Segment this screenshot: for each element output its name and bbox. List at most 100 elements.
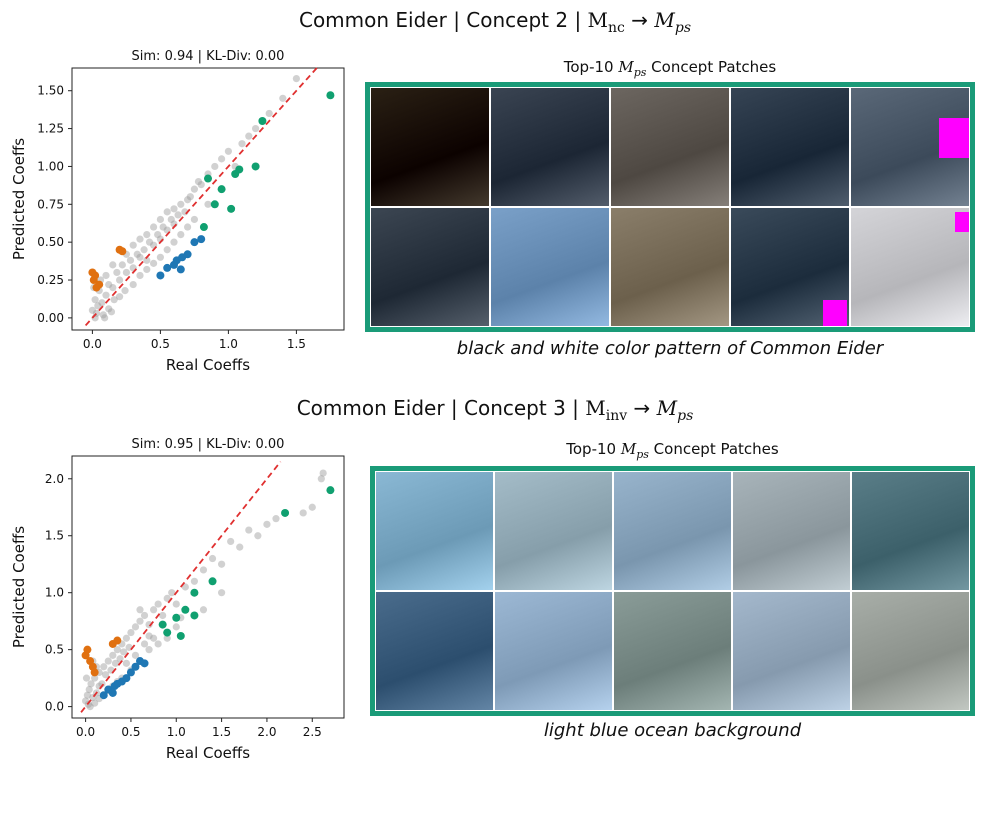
- data-point: [154, 640, 162, 648]
- data-point: [236, 543, 244, 551]
- data-point: [105, 280, 113, 289]
- data-point: [91, 271, 100, 280]
- data-point: [127, 628, 135, 637]
- data-point: [319, 469, 327, 477]
- concept-patch: [730, 207, 850, 327]
- data-point: [204, 200, 212, 208]
- concept-patch: [490, 207, 610, 327]
- data-point: [211, 162, 219, 171]
- x-tick-label: 1.0: [167, 725, 186, 739]
- data-point: [91, 674, 99, 682]
- y-axis-label: Predicted Coeffs: [10, 138, 28, 260]
- panel-concept-3: Common Eider | Concept 3 | Minv → Mps Si…: [0, 390, 990, 827]
- data-point: [172, 623, 180, 631]
- data-point: [99, 311, 107, 319]
- data-point: [86, 703, 94, 711]
- data-point: [159, 223, 167, 231]
- x-tick-label: 2.0: [257, 725, 276, 739]
- data-point: [145, 646, 153, 654]
- x-tick-label: 0.5: [151, 337, 170, 351]
- x-tick-label: 1.5: [212, 725, 231, 739]
- data-point: [227, 204, 236, 213]
- data-point: [129, 241, 137, 249]
- data-point: [85, 685, 93, 694]
- data-point: [101, 314, 109, 322]
- data-point: [217, 185, 226, 194]
- data-point: [88, 306, 96, 314]
- plot-area: [71, 67, 345, 331]
- data-point: [122, 659, 130, 667]
- x-tick-label: 2.5: [303, 725, 322, 739]
- data-point: [208, 577, 217, 586]
- data-point: [184, 196, 192, 204]
- data-point: [118, 247, 127, 256]
- x-tick-label: 0.5: [121, 725, 140, 739]
- mask-marker: [939, 118, 969, 158]
- scatter-plot: Sim: 0.95 | KL-Div: 0.00 0.0 0.5 1.0 1.5 2.0 2…: [10, 437, 345, 762]
- data-point: [183, 250, 192, 259]
- data-point: [272, 515, 280, 523]
- concept-patch: [732, 591, 851, 711]
- concept-patch: [494, 471, 613, 591]
- data-point: [143, 256, 151, 264]
- data-point: [109, 283, 117, 292]
- data-point: [140, 246, 148, 254]
- panel-title: Common Eider | Concept 2 | Mnc → Mps: [0, 8, 990, 36]
- data-point: [140, 611, 149, 620]
- data-point: [210, 200, 219, 209]
- concept-patch: [851, 591, 970, 711]
- panel-title: Common Eider | Concept 3 | Minv → Mps: [0, 396, 990, 424]
- data-point: [199, 566, 208, 574]
- data-point: [140, 659, 149, 668]
- concept-patch: [850, 87, 970, 207]
- data-point: [109, 651, 117, 659]
- patch-tiles: [370, 87, 970, 327]
- data-point: [156, 215, 164, 224]
- data-point: [186, 193, 194, 201]
- y-tick-label: 0.75: [37, 197, 64, 211]
- concept-patch: [730, 87, 850, 207]
- data-point: [126, 256, 135, 264]
- data-point: [197, 181, 205, 189]
- grid-title: Top-10 Mps Concept Patches: [563, 58, 777, 79]
- data-point: [140, 640, 149, 648]
- data-point: [172, 600, 180, 608]
- data-point: [129, 280, 137, 289]
- data-point: [227, 537, 235, 546]
- data-point: [109, 261, 117, 269]
- concept-patch: [490, 87, 610, 207]
- data-point: [82, 674, 91, 682]
- y-tick-label: 0.50: [37, 235, 64, 249]
- data-point: [131, 662, 140, 671]
- data-point: [121, 287, 129, 295]
- data-point: [218, 589, 226, 597]
- data-point: [154, 230, 162, 239]
- data-point: [136, 606, 144, 614]
- data-point: [118, 261, 126, 269]
- data-point: [254, 532, 262, 540]
- data-point: [145, 632, 153, 640]
- data-point: [263, 520, 271, 528]
- data-point: [181, 583, 189, 591]
- data-point: [131, 623, 140, 631]
- data-point: [167, 215, 175, 224]
- data-point: [299, 509, 307, 517]
- data-point: [90, 668, 99, 677]
- data-point: [176, 631, 185, 640]
- data-point: [150, 606, 158, 614]
- data-point: [163, 634, 171, 642]
- data-point: [145, 620, 153, 629]
- data-point: [100, 663, 108, 671]
- data-point: [204, 174, 212, 183]
- concept-patch: [610, 87, 730, 207]
- x-axis-label: Real Coeffs: [166, 744, 250, 762]
- x-tick-label: 0.0: [76, 725, 95, 739]
- y-tick-label: 1.25: [37, 122, 64, 136]
- data-point: [326, 91, 335, 100]
- caption: black and white color pattern of Common …: [456, 338, 884, 359]
- concept-patch: [370, 87, 490, 207]
- concept-patch: [613, 471, 732, 591]
- data-point: [317, 475, 325, 483]
- data-point: [258, 117, 267, 126]
- data-point: [218, 155, 226, 163]
